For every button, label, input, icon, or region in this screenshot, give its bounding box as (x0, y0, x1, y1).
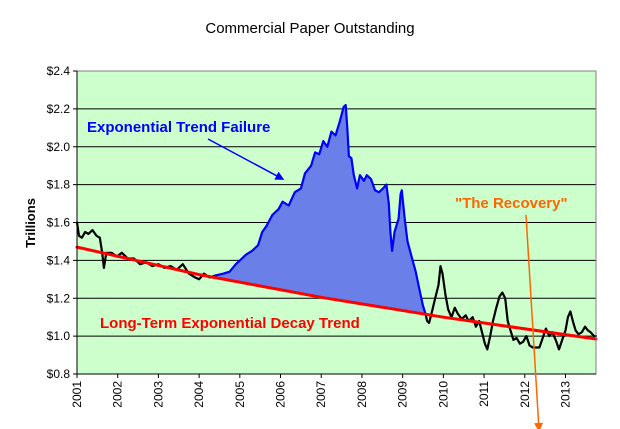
bubble-area-fill (215, 105, 426, 315)
x-tick-label-0: 2001 (70, 381, 84, 408)
y-tick-label-4: $1.6 (47, 216, 71, 230)
x-tick-label-1: 2002 (111, 381, 125, 408)
y-tick-label-6: $2.0 (47, 140, 71, 154)
x-tick-label-7: 2008 (355, 381, 369, 408)
x-tick-label-4: 2005 (233, 381, 247, 408)
annotation-exponential-trend-failure: Exponential Trend Failure (87, 119, 270, 136)
x-tick-label-12: 2013 (558, 381, 572, 408)
x-tick-label-2: 2003 (151, 381, 165, 408)
y-tick-label-8: $2.4 (47, 64, 71, 78)
y-tick-label-2: $1.2 (47, 291, 71, 305)
annotation-arrow-blue (207, 138, 285, 180)
y-tick-label-5: $1.8 (47, 178, 71, 192)
annotation-the-recovery: "The Recovery" (455, 195, 568, 212)
series-line-1 (214, 104, 427, 315)
y-axis-label: Trillions (23, 198, 38, 248)
x-tick-label-5: 2006 (274, 381, 288, 408)
chart-title: Commercial Paper Outstanding (205, 20, 414, 37)
y-tick-label-0: $0.8 (47, 367, 71, 381)
x-tick-label-8: 2009 (396, 381, 410, 408)
x-tick-label-3: 2004 (192, 381, 206, 408)
x-tick-label-11: 2012 (518, 381, 532, 408)
x-tick-label-10: 2011 (477, 381, 491, 407)
annotation-arrow-orange (525, 214, 544, 429)
y-tick-label-3: $1.4 (47, 253, 71, 267)
series-layer (75, 104, 598, 351)
annotation-decay-trend: Long-Term Exponential Decay Trend (100, 315, 360, 332)
x-tick-label-6: 2007 (314, 381, 328, 408)
trend-line (75, 245, 598, 341)
axes: $0.8 $1.0 $1.2 $1.4 $1.6 $1.8 $2.0 $2.2 $2.4 2001… (47, 64, 596, 408)
y-tick-label-1: $1.0 (47, 329, 71, 343)
y-tick-label-7: $2.2 (47, 102, 71, 116)
x-tick-label-9: 2010 (436, 381, 450, 408)
